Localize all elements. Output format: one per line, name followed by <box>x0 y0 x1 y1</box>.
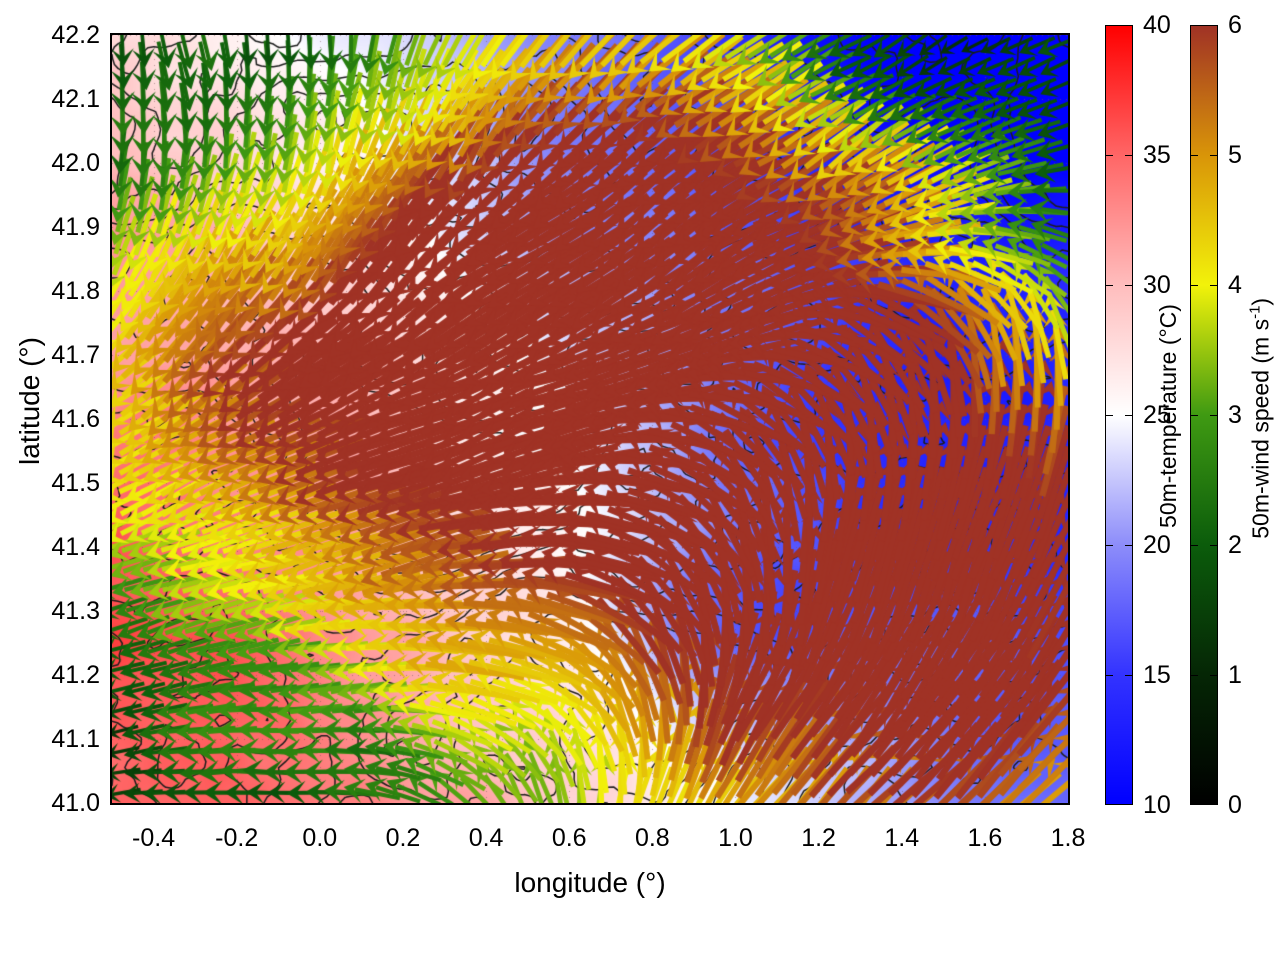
y-axis-title: latitude (°) <box>14 337 45 465</box>
x-tick-label: 1.4 <box>884 824 920 852</box>
y-tick-label: 42.0 <box>51 149 100 177</box>
wind-colorbar-title-close: ) <box>1247 297 1274 306</box>
temperature-colorbar-labels: 40 35 30 25 20 15 10 <box>1137 0 1187 960</box>
wind-vector-canvas <box>112 35 1068 803</box>
y-tick-label: 42.1 <box>51 85 100 113</box>
y-tick-label: 41.8 <box>51 277 100 305</box>
x-tick-label: 1.0 <box>718 824 753 852</box>
x-tick-label: 1.8 <box>1050 824 1086 852</box>
wind-speed-colorbar-label: 2 <box>1228 531 1242 559</box>
y-tick-label: 41.6 <box>51 405 100 433</box>
y-tick-label: 41.1 <box>51 725 100 753</box>
temperature-colorbar-label: 20 <box>1143 531 1171 559</box>
x-axis-tick-labels: -0.4 -0.2 0.0 0.2 0.4 0.6 0.8 1.0 1.2 1.4 1.6 1.8 <box>0 826 1280 866</box>
y-tick-label: 41.5 <box>51 469 100 497</box>
x-tick-label: 0.8 <box>634 824 670 852</box>
wind-speed-colorbar-label: 6 <box>1228 11 1242 39</box>
wind-colorbar-title-base: 50m-wind speed (m s <box>1247 318 1274 539</box>
wind-speed-colorbar-label: 3 <box>1228 401 1242 429</box>
x-tick-label: 0.6 <box>551 824 587 852</box>
temperature-colorbar-label: 35 <box>1143 141 1171 169</box>
wind-speed-colorbar-label: 5 <box>1228 141 1242 169</box>
x-tick-label: 0.0 <box>302 824 338 852</box>
y-tick-label: 41.7 <box>51 341 100 369</box>
y-tick-label: 41.0 <box>51 789 100 817</box>
temperature-colorbar <box>1105 25 1133 805</box>
x-tick-label: -0.4 <box>132 824 176 852</box>
x-tick-label: 0.2 <box>385 824 421 852</box>
y-axis-tick-labels: 41.0 41.1 41.2 41.3 41.4 41.5 41.6 41.7 41.8 41.9… <box>0 0 100 960</box>
wind-speed-colorbar-label: 0 <box>1228 791 1242 819</box>
y-tick-label: 41.2 <box>51 661 100 689</box>
x-tick-label: 0.4 <box>468 824 504 852</box>
wind-speed-colorbar <box>1190 25 1218 805</box>
x-axis-title: longitude (°) <box>514 867 666 898</box>
plot-area <box>110 33 1070 805</box>
x-tick-label: -0.2 <box>215 824 259 852</box>
wind-speed-colorbar-title: 50m-wind speed (m s-1) <box>1243 268 1274 568</box>
temperature-colorbar-title: 50m-temperature (°C) <box>1155 304 1181 528</box>
temperature-colorbar-label: 40 <box>1143 11 1171 39</box>
temperature-colorbar-label: 10 <box>1143 791 1171 819</box>
wind-colorbar-title-exponent: -1 <box>1246 305 1264 319</box>
temperature-colorbar-label: 15 <box>1143 661 1171 689</box>
wind-speed-colorbar-labels: 6 5 4 3 2 1 0 <box>1222 0 1278 960</box>
temperature-colorbar-label: 25 <box>1143 401 1171 429</box>
y-tick-label: 41.9 <box>51 213 100 241</box>
x-tick-label: 1.6 <box>967 824 1003 852</box>
x-tick-label: 1.2 <box>801 824 836 852</box>
y-tick-label: 42.2 <box>51 21 100 49</box>
y-tick-label: 41.3 <box>51 597 100 625</box>
temperature-colorbar-label: 30 <box>1143 271 1171 299</box>
y-tick-label: 41.4 <box>51 533 100 561</box>
wind-speed-colorbar-label: 1 <box>1228 661 1242 689</box>
wind-speed-colorbar-label: 4 <box>1228 271 1242 299</box>
